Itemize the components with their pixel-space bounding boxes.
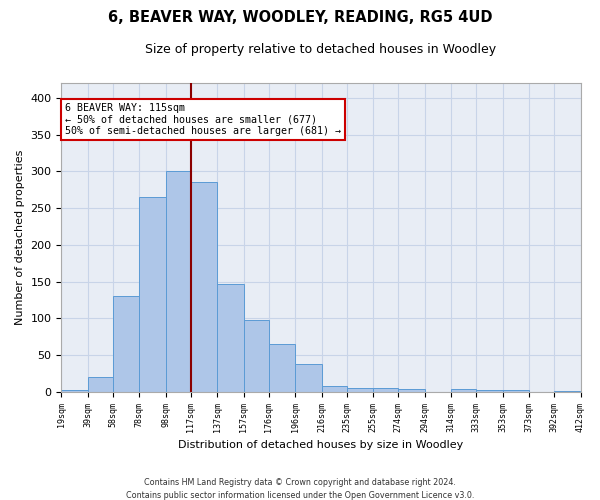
Bar [322, 386, 347, 392]
Bar [166, 172, 191, 392]
Bar [373, 388, 398, 392]
Y-axis label: Number of detached properties: Number of detached properties [15, 150, 25, 325]
Bar [295, 364, 322, 392]
Bar [191, 182, 217, 392]
Bar [113, 296, 139, 392]
Bar [347, 388, 373, 392]
Text: 6, BEAVER WAY, WOODLEY, READING, RG5 4UD: 6, BEAVER WAY, WOODLEY, READING, RG5 4UD [108, 10, 492, 26]
Text: Contains HM Land Registry data © Crown copyright and database right 2024.
Contai: Contains HM Land Registry data © Crown c… [126, 478, 474, 500]
Text: 6 BEAVER WAY: 115sqm
← 50% of detached houses are smaller (677)
50% of semi-deta: 6 BEAVER WAY: 115sqm ← 50% of detached h… [65, 103, 341, 136]
Bar [269, 344, 295, 392]
X-axis label: Distribution of detached houses by size in Woodley: Distribution of detached houses by size … [178, 440, 464, 450]
Bar [61, 390, 88, 392]
Bar [476, 390, 503, 392]
Bar [554, 391, 580, 392]
Bar [451, 389, 476, 392]
Bar [244, 320, 269, 392]
Bar [139, 197, 166, 392]
Bar [398, 389, 425, 392]
Bar [88, 377, 113, 392]
Bar [217, 284, 244, 392]
Title: Size of property relative to detached houses in Woodley: Size of property relative to detached ho… [145, 42, 497, 56]
Bar [503, 390, 529, 392]
